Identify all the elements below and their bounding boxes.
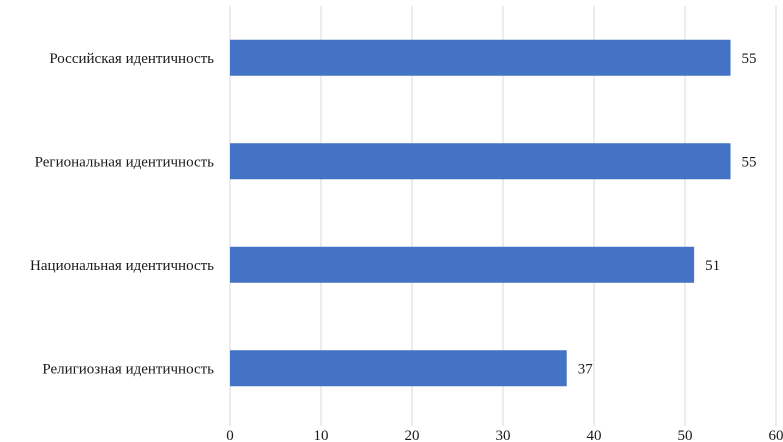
data-label: 51 <box>705 258 720 274</box>
bar-2 <box>230 143 731 180</box>
x-tick-label: 0 <box>226 428 234 442</box>
x-tick-label: 60 <box>769 428 783 442</box>
data-label: 55 <box>742 51 757 67</box>
x-tick-label: 10 <box>314 428 329 442</box>
data-labels: 55 55 51 37 <box>578 51 757 378</box>
data-label: 37 <box>578 361 594 377</box>
category-label: Региональная идентичность <box>35 154 215 170</box>
category-label: Национальная идентичность <box>30 258 214 274</box>
category-label: Религиозная идентичность <box>42 361 214 377</box>
bar-4 <box>230 350 567 387</box>
bar-3 <box>230 246 695 283</box>
data-label: 55 <box>742 154 757 170</box>
x-tick-label: 50 <box>678 428 693 442</box>
category-label: Российская идентичность <box>49 51 214 67</box>
bar-1 <box>230 39 731 76</box>
x-axis-tick-labels: 0 10 20 30 40 50 60 <box>226 428 783 442</box>
x-tick-label: 40 <box>587 428 602 442</box>
category-labels: Российская идентичность Региональная иден… <box>30 51 214 378</box>
x-tick-label: 30 <box>496 428 511 442</box>
gridlines <box>229 6 777 426</box>
bars <box>230 39 731 387</box>
x-tick-label: 20 <box>405 428 420 442</box>
